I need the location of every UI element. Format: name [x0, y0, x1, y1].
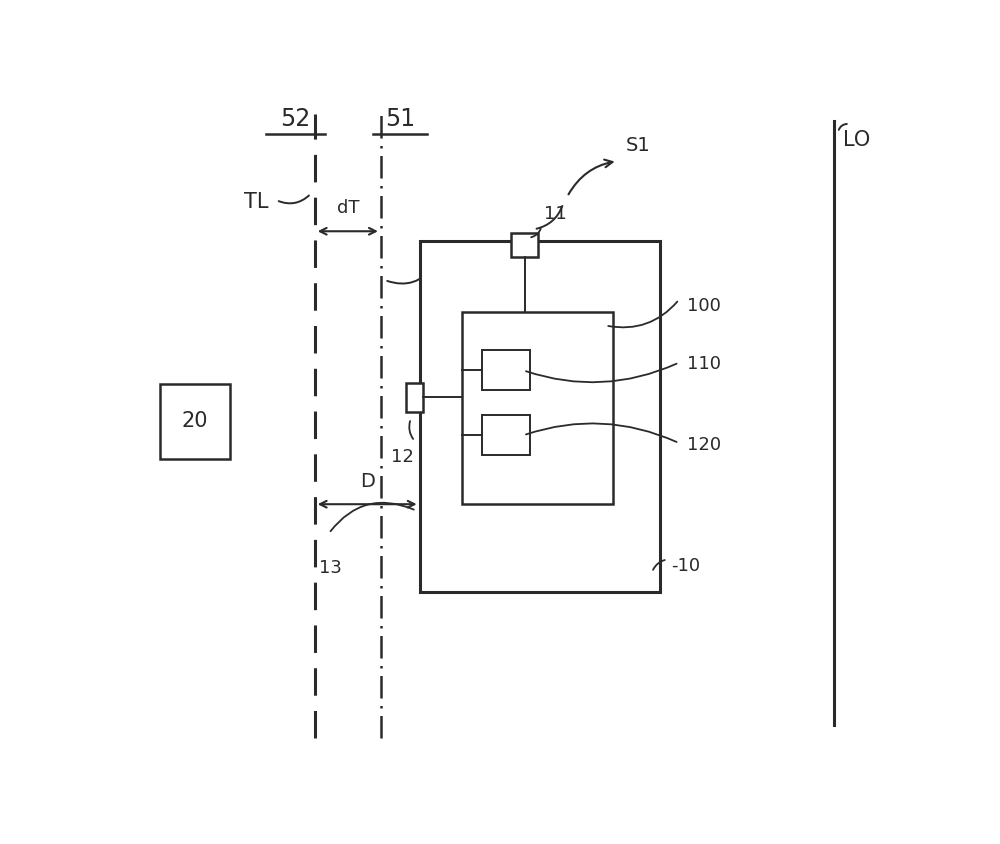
Bar: [462, 312, 613, 504]
Text: 11: 11: [544, 205, 567, 223]
Text: 100: 100: [687, 297, 721, 315]
Text: 120: 120: [687, 436, 721, 454]
Bar: [511, 233, 538, 257]
Bar: [420, 241, 660, 592]
Text: -10: -10: [671, 557, 700, 575]
Bar: [406, 382, 423, 412]
Text: 52: 52: [280, 106, 311, 131]
Text: 12: 12: [391, 447, 414, 466]
Text: S1: S1: [625, 136, 650, 154]
Text: 20: 20: [182, 411, 208, 431]
Text: TL': TL': [439, 248, 469, 268]
Text: TL: TL: [244, 192, 269, 212]
Bar: [482, 350, 530, 391]
Text: D: D: [360, 472, 375, 491]
Bar: [482, 415, 530, 456]
Text: 51: 51: [385, 106, 415, 131]
Text: 110: 110: [687, 354, 721, 373]
Text: LO: LO: [843, 130, 871, 150]
Text: dT: dT: [337, 199, 359, 217]
Text: 13: 13: [319, 560, 342, 577]
Bar: [160, 384, 230, 459]
